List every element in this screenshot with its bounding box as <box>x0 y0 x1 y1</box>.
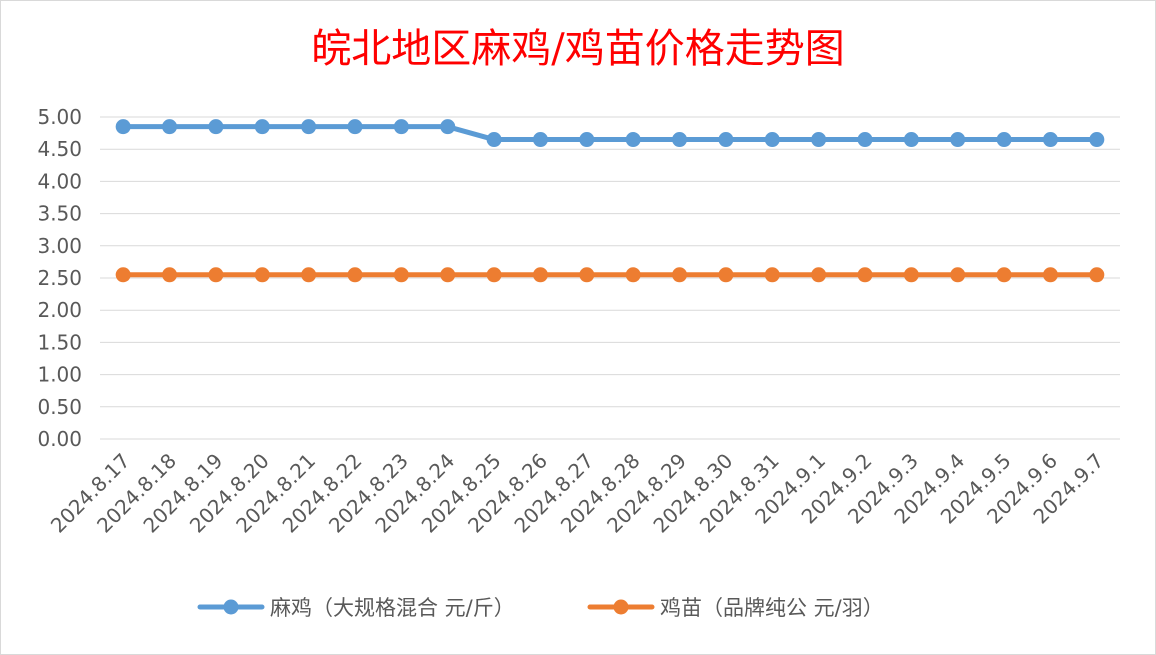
legend-label: 麻鸡（大规格混合 元/斤） <box>270 596 515 620</box>
data-point <box>208 119 224 135</box>
data-point <box>1089 132 1105 148</box>
data-point <box>903 267 919 283</box>
gridlines <box>100 116 1120 440</box>
data-point <box>718 132 734 148</box>
data-point <box>718 267 734 283</box>
y-tick-label: 2.50 <box>37 266 82 290</box>
data-point <box>162 119 178 135</box>
data-point <box>857 267 873 283</box>
data-point <box>672 267 688 283</box>
data-point <box>1042 267 1058 283</box>
legend-swatch-marker <box>223 599 239 615</box>
y-tick-label: 1.50 <box>37 330 82 354</box>
y-tick-label: 2.00 <box>37 298 82 322</box>
legend-label: 鸡苗（品牌纯公 元/羽） <box>660 596 884 620</box>
legend-item: 麻鸡（大规格混合 元/斤） <box>197 596 515 620</box>
data-point <box>347 119 363 135</box>
data-point <box>950 267 966 283</box>
data-point <box>811 132 827 148</box>
data-point <box>1042 132 1058 148</box>
data-point <box>162 267 178 283</box>
y-tick-label: 3.50 <box>37 202 82 226</box>
data-point <box>579 132 595 148</box>
data-point <box>950 132 966 148</box>
data-point <box>903 132 919 148</box>
data-point <box>996 132 1012 148</box>
data-point <box>625 132 641 148</box>
series-lines <box>115 119 1105 283</box>
data-point <box>1089 267 1105 283</box>
data-point <box>301 119 317 135</box>
data-point <box>393 119 409 135</box>
y-tick-label: 0.00 <box>37 427 82 451</box>
data-point <box>347 267 363 283</box>
data-point <box>764 132 780 148</box>
y-tick-label: 4.50 <box>37 137 82 161</box>
data-point <box>393 267 409 283</box>
y-axis-ticks: 0.00 0.50 1.00 1.50 2.00 2.50 3.00 3.50 4.00 4.50… <box>37 105 82 451</box>
series-0 <box>115 119 1105 148</box>
chart-title: 皖北地区麻鸡/鸡苗价格走势图 <box>311 26 844 72</box>
legend-swatch-marker <box>613 599 629 615</box>
data-point <box>486 132 502 148</box>
x-axis-ticks: 2024.8.172024.8.182024.8.192024.8.202024… <box>46 449 1109 538</box>
y-tick-label: 5.00 <box>37 105 82 129</box>
data-point <box>115 267 131 283</box>
data-point <box>764 267 780 283</box>
data-point <box>440 267 456 283</box>
data-point <box>254 267 270 283</box>
data-point <box>532 132 548 148</box>
data-point <box>254 119 270 135</box>
data-point <box>857 132 873 148</box>
y-tick-label: 0.50 <box>37 395 82 419</box>
y-tick-label: 4.00 <box>37 169 82 193</box>
data-point <box>532 267 548 283</box>
data-point <box>811 267 827 283</box>
data-point <box>996 267 1012 283</box>
legend: 麻鸡（大规格混合 元/斤） 鸡苗（品牌纯公 元/羽） <box>197 596 884 620</box>
data-point <box>301 267 317 283</box>
series-line <box>120 124 1100 143</box>
y-tick-label: 3.00 <box>37 234 82 258</box>
data-point <box>625 267 641 283</box>
data-point <box>672 132 688 148</box>
data-point <box>440 119 456 135</box>
y-tick-label: 1.00 <box>37 363 82 387</box>
data-point <box>579 267 595 283</box>
data-point <box>208 267 224 283</box>
series-1 <box>115 267 1105 283</box>
legend-item: 鸡苗（品牌纯公 元/羽） <box>587 596 884 620</box>
data-point <box>486 267 502 283</box>
data-point <box>115 119 131 135</box>
